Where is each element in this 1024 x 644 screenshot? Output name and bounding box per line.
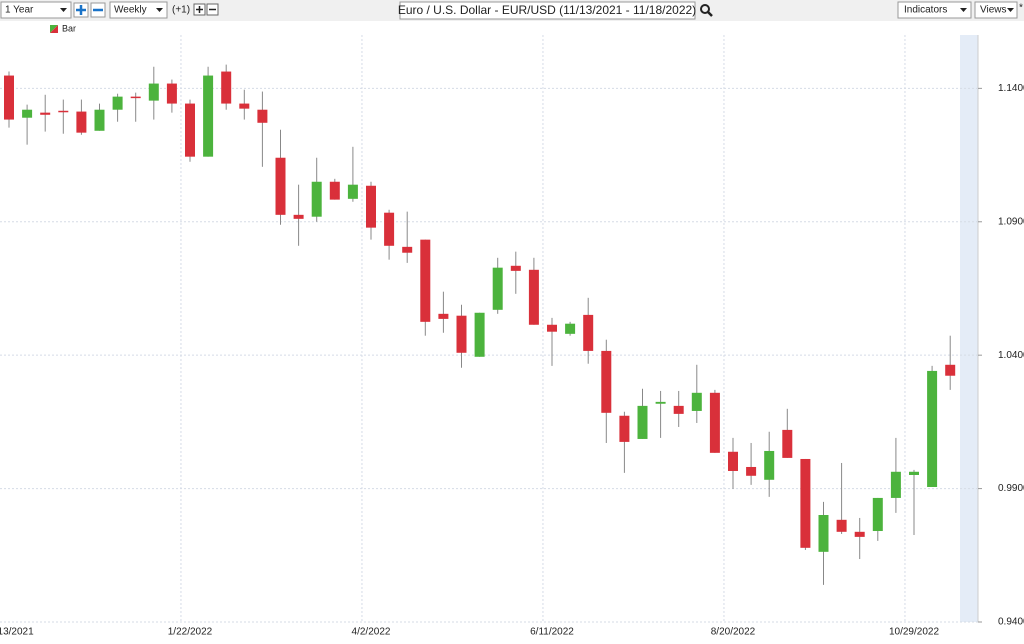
x-tick-label: 11/13/2021 — [0, 627, 34, 638]
candle-body — [637, 405, 648, 439]
candle-body — [619, 415, 630, 442]
candle-body — [221, 71, 232, 104]
candle-body — [854, 531, 865, 537]
candle-body — [4, 75, 14, 120]
x-tick-label: 10/29/2022 — [889, 627, 939, 638]
candle-body — [311, 181, 322, 217]
candle-body — [872, 497, 883, 532]
candle-body — [528, 269, 539, 325]
candle-body — [691, 392, 702, 411]
legend-label: Bar — [62, 23, 76, 33]
plus-icon — [196, 6, 203, 13]
search-icon[interactable] — [700, 4, 713, 17]
candle-body — [456, 315, 467, 353]
period-label: 1 Year — [5, 5, 34, 16]
x-tick-label: 1/22/2022 — [168, 627, 213, 638]
candle-body — [366, 185, 376, 228]
candle-body — [275, 157, 286, 215]
candle-body — [402, 246, 413, 253]
candle-body — [782, 429, 793, 458]
symbol-box[interactable] — [399, 1, 696, 20]
candle-body — [583, 314, 594, 351]
candle-body — [800, 458, 811, 548]
candle-body — [130, 96, 141, 99]
period-dropdown[interactable] — [0, 1, 72, 19]
candle-body — [927, 370, 938, 487]
y-tick-label: 1.0900 — [998, 216, 1024, 227]
candle-body — [347, 184, 358, 199]
candle-body — [203, 75, 214, 157]
candle-body — [836, 519, 847, 532]
candle-body — [565, 323, 576, 334]
candle-body — [420, 239, 431, 322]
legend: Bar — [50, 23, 76, 33]
interval-dropdown[interactable] — [109, 1, 168, 19]
plus-icon — [76, 5, 86, 15]
future-band — [960, 35, 978, 622]
x-tick-label: 8/20/2022 — [711, 627, 756, 638]
y-tick-label: 0.9900 — [998, 483, 1024, 494]
candle-body — [945, 364, 956, 376]
dropdown-arrow — [960, 8, 967, 12]
candle-body — [492, 267, 503, 310]
x-tick-label: 4/2/2022 — [352, 627, 391, 638]
views-label: Views — [980, 5, 1007, 16]
chart-title: Euro / U.S. Dollar - EUR/USD (11/13/2021… — [398, 3, 696, 17]
candle-body — [40, 112, 51, 115]
candle-body — [709, 392, 720, 453]
dropdown-arrow — [60, 8, 67, 12]
dropdown-arrow — [1007, 8, 1014, 12]
candle-body — [673, 405, 684, 414]
y-tick-label: 1.1400 — [998, 83, 1024, 94]
candle-body — [601, 350, 612, 413]
candle-body — [185, 103, 195, 157]
indicators-label: Indicators — [904, 5, 947, 16]
candle-body — [94, 109, 105, 131]
candle-body — [148, 83, 159, 101]
views-dropdown[interactable] — [974, 1, 1018, 19]
candle-body — [329, 181, 340, 200]
candle-body — [746, 466, 757, 476]
candle-body — [22, 109, 33, 118]
candle-body — [239, 103, 250, 109]
menu-star[interactable]: * — [1019, 3, 1023, 14]
candle-body — [58, 110, 69, 113]
offset-label: (+1) — [172, 5, 190, 16]
candle-body — [510, 265, 521, 271]
legend-swatch-down — [50, 25, 58, 33]
candle-body — [76, 111, 87, 133]
candle-body — [166, 83, 177, 104]
candle-body — [438, 313, 449, 319]
y-tick-label: 1.0400 — [998, 350, 1024, 361]
interval-label: Weekly — [114, 5, 147, 16]
candle-body — [909, 471, 919, 475]
candle-body — [655, 401, 666, 404]
candle-body — [384, 212, 395, 246]
candle-body — [764, 450, 775, 480]
candle-body — [474, 312, 485, 357]
candle-body — [728, 451, 738, 471]
candle-body — [547, 324, 557, 332]
indicators-dropdown[interactable] — [897, 1, 972, 19]
candle-body — [818, 515, 829, 552]
candle-body — [890, 471, 901, 498]
x-tick-label: 6/11/2022 — [530, 627, 574, 638]
candle-body — [257, 109, 268, 123]
dropdown-arrow — [156, 8, 163, 12]
candle-body — [112, 96, 123, 110]
candle-body — [293, 214, 304, 219]
